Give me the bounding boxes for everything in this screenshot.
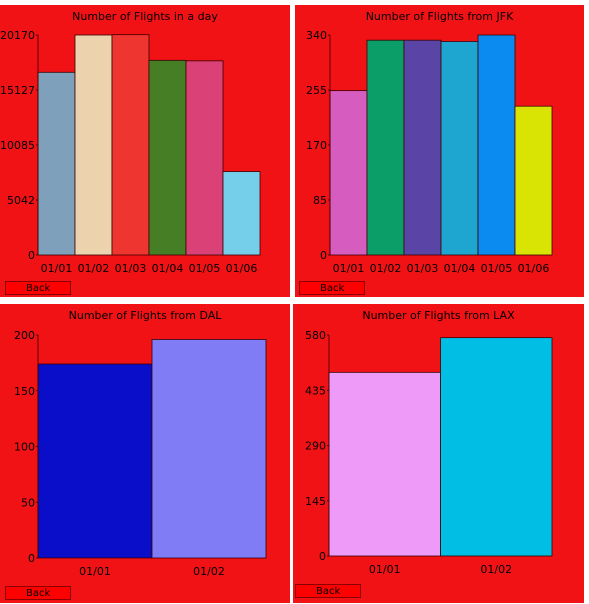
chart-title: Number of Flights from LAX [362, 309, 515, 322]
bar-01-03 [111, 34, 150, 256]
y-tick-label: 580 [305, 329, 326, 342]
y-tick-label: 50 [21, 496, 35, 509]
y-tick-label: 10085 [0, 139, 35, 152]
x-tick-label: 01/06 [518, 262, 550, 275]
x-tick-label: 01/04 [444, 262, 476, 275]
x-tick-label: 01/05 [189, 262, 221, 275]
x-tick-label: 01/05 [481, 262, 513, 275]
x-tick-label: 01/01 [79, 565, 111, 578]
chart-title: Number of Flights in a day [72, 10, 218, 23]
bar-01-04 [440, 41, 479, 256]
bar-chart-flights-lax: 0 145 290 435 580 01/01 01/02 [305, 329, 553, 576]
x-tick-label: 01/03 [407, 262, 439, 275]
y-tick-label: 0 [319, 550, 326, 563]
y-tick-label: 200 [14, 329, 35, 342]
bar-01-01 [37, 363, 153, 559]
x-tick-label: 01/03 [115, 262, 147, 275]
bar-01-02 [151, 339, 267, 559]
bar-01-02 [74, 34, 113, 256]
bar-01-02 [366, 39, 405, 256]
y-tick-label: 20170 [0, 29, 35, 42]
chart-title: Number of Flights from JFK [365, 10, 514, 23]
y-tick-label: 0 [320, 249, 327, 262]
chart-panel-flights-jfk: Number of Flights from JFK 0 85 170 255 340 0… [295, 5, 584, 297]
x-tick-label: 01/01 [333, 262, 365, 275]
chart-title: Number of Flights from DAL [68, 309, 222, 322]
y-tick-label: 255 [306, 84, 327, 97]
bar-chart-flights-per-day: 0 5042 10085 15127 20170 01/01 01/02 01/03 01/04… [0, 29, 261, 275]
y-tick-label: 170 [306, 139, 327, 152]
x-tick-label: 01/04 [152, 262, 184, 275]
y-tick-label: 85 [313, 194, 327, 207]
chart-panel-flights-dal: Number of Flights from DAL 0 50 100 150 200 0… [0, 304, 290, 603]
back-button[interactable]: Back [295, 584, 361, 598]
y-tick-label: 145 [305, 495, 326, 508]
y-tick-label: 15127 [0, 84, 35, 97]
x-tick-label: 01/01 [369, 563, 401, 576]
x-tick-label: 01/02 [480, 563, 512, 576]
bar-01-05 [477, 34, 516, 256]
bar-01-01 [37, 71, 76, 256]
y-tick-label: 0 [28, 552, 35, 565]
y-tick-label: 150 [14, 385, 35, 398]
back-button[interactable]: Back [5, 586, 71, 600]
bar-chart-flights-jfk: 0 85 170 255 340 01/01 01/02 01/03 01/04 01/05 01/… [306, 29, 553, 275]
y-tick-label: 100 [14, 441, 35, 454]
back-button[interactable]: Back [5, 281, 71, 295]
y-tick-label: 435 [305, 384, 326, 397]
x-tick-label: 01/02 [193, 565, 225, 578]
bar-chart-flights-dal: 0 50 100 150 200 01/01 01/02 [14, 329, 267, 578]
x-tick-label: 01/06 [226, 262, 258, 275]
bar-01-05 [185, 60, 224, 256]
bar-01-01 [328, 371, 441, 557]
y-tick-label: 290 [305, 440, 326, 453]
y-tick-label: 0 [28, 249, 35, 262]
y-tick-label: 5042 [7, 194, 35, 207]
x-tick-label: 01/01 [41, 262, 73, 275]
chart-panel-flights-lax: Number of Flights from LAX 0 145 290 435 580… [293, 304, 584, 603]
bar-01-04 [148, 59, 187, 256]
chart-panel-flights-per-day: Number of Flights in a day 0 5042 10085 151… [0, 5, 290, 297]
back-button[interactable]: Back [299, 281, 365, 295]
bar-01-06 [222, 171, 261, 256]
y-tick-label: 340 [306, 29, 327, 42]
x-tick-label: 01/02 [370, 262, 402, 275]
bar-01-06 [514, 105, 553, 256]
bar-01-01 [329, 90, 368, 256]
bar-01-03 [403, 39, 442, 256]
x-tick-label: 01/02 [78, 262, 110, 275]
bar-01-02 [440, 337, 553, 557]
